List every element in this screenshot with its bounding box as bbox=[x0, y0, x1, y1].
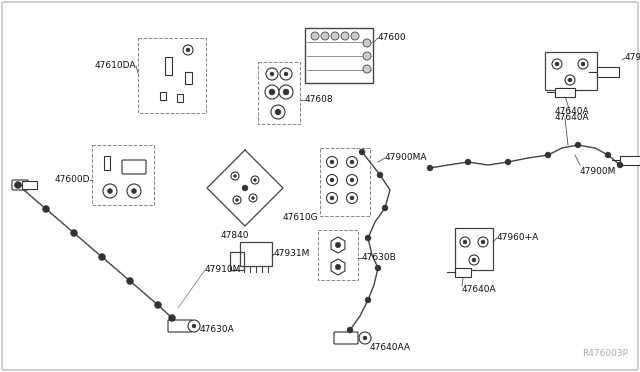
Text: 47630B: 47630B bbox=[362, 253, 397, 263]
Circle shape bbox=[326, 174, 337, 186]
Circle shape bbox=[581, 62, 585, 66]
Circle shape bbox=[330, 160, 334, 164]
Circle shape bbox=[377, 172, 383, 178]
Bar bbox=[455, 268, 471, 277]
Text: 47610G: 47610G bbox=[282, 214, 318, 222]
Circle shape bbox=[363, 39, 371, 47]
Text: 47900MA: 47900MA bbox=[385, 154, 428, 163]
Text: 47640AA: 47640AA bbox=[370, 343, 411, 353]
Circle shape bbox=[311, 32, 319, 40]
Circle shape bbox=[365, 297, 371, 303]
Circle shape bbox=[271, 105, 285, 119]
Bar bbox=[455, 228, 493, 270]
Circle shape bbox=[326, 192, 337, 203]
Bar bbox=[318, 230, 358, 280]
Circle shape bbox=[266, 68, 278, 80]
Text: 47840: 47840 bbox=[221, 231, 249, 241]
FancyBboxPatch shape bbox=[122, 160, 146, 174]
Circle shape bbox=[578, 59, 588, 69]
Circle shape bbox=[233, 196, 241, 204]
Circle shape bbox=[330, 196, 334, 200]
Bar bbox=[185, 72, 192, 84]
Circle shape bbox=[42, 205, 49, 212]
FancyBboxPatch shape bbox=[12, 180, 28, 190]
Circle shape bbox=[350, 160, 354, 164]
Circle shape bbox=[351, 32, 359, 40]
Circle shape bbox=[347, 327, 353, 333]
Circle shape bbox=[70, 230, 77, 237]
Circle shape bbox=[326, 157, 337, 167]
Bar bbox=[104, 156, 110, 170]
Bar bbox=[305, 28, 373, 83]
Bar bbox=[138, 38, 206, 113]
Circle shape bbox=[463, 240, 467, 244]
Circle shape bbox=[127, 184, 141, 198]
Bar bbox=[22, 181, 37, 189]
Circle shape bbox=[279, 85, 293, 99]
Bar bbox=[177, 94, 183, 102]
Circle shape bbox=[186, 48, 190, 52]
Text: 47960+A: 47960+A bbox=[497, 234, 540, 243]
Circle shape bbox=[236, 199, 239, 202]
Bar bbox=[160, 92, 166, 100]
Text: 47931M: 47931M bbox=[274, 250, 310, 259]
Circle shape bbox=[231, 172, 239, 180]
Circle shape bbox=[346, 157, 358, 167]
Circle shape bbox=[280, 68, 292, 80]
Circle shape bbox=[154, 301, 161, 308]
FancyBboxPatch shape bbox=[168, 320, 192, 332]
Circle shape bbox=[545, 152, 551, 158]
Circle shape bbox=[359, 332, 371, 344]
Circle shape bbox=[365, 235, 371, 241]
Circle shape bbox=[252, 196, 255, 199]
Text: 47600D: 47600D bbox=[54, 176, 90, 185]
Text: 47640A: 47640A bbox=[462, 285, 497, 295]
Circle shape bbox=[270, 72, 274, 76]
Circle shape bbox=[335, 264, 341, 270]
Circle shape bbox=[363, 65, 371, 73]
Circle shape bbox=[341, 32, 349, 40]
Bar bbox=[165, 57, 172, 75]
Circle shape bbox=[168, 314, 175, 321]
Bar bbox=[597, 67, 619, 77]
Circle shape bbox=[108, 189, 113, 193]
Circle shape bbox=[192, 324, 196, 328]
Circle shape bbox=[350, 196, 354, 200]
Circle shape bbox=[275, 109, 281, 115]
Circle shape bbox=[127, 278, 134, 285]
Text: 47600: 47600 bbox=[378, 33, 406, 42]
Circle shape bbox=[359, 149, 365, 155]
Circle shape bbox=[188, 320, 200, 332]
Circle shape bbox=[555, 62, 559, 66]
Circle shape bbox=[460, 237, 470, 247]
Circle shape bbox=[346, 192, 358, 203]
Circle shape bbox=[15, 182, 22, 189]
Circle shape bbox=[253, 179, 257, 182]
Text: 47910M: 47910M bbox=[205, 266, 241, 275]
Bar bbox=[92, 145, 154, 205]
Circle shape bbox=[568, 78, 572, 82]
Circle shape bbox=[283, 89, 289, 95]
Circle shape bbox=[331, 32, 339, 40]
Circle shape bbox=[478, 237, 488, 247]
Circle shape bbox=[284, 72, 288, 76]
Bar bbox=[320, 148, 370, 216]
Bar bbox=[545, 52, 597, 90]
Circle shape bbox=[552, 59, 562, 69]
Bar bbox=[620, 156, 640, 165]
Circle shape bbox=[575, 142, 581, 148]
Circle shape bbox=[131, 189, 136, 193]
Polygon shape bbox=[331, 237, 345, 253]
Circle shape bbox=[505, 159, 511, 165]
Circle shape bbox=[265, 85, 279, 99]
Circle shape bbox=[350, 178, 354, 182]
Circle shape bbox=[335, 242, 341, 248]
Text: 47610DA: 47610DA bbox=[95, 61, 136, 71]
Circle shape bbox=[183, 45, 193, 55]
Text: 47640A: 47640A bbox=[555, 108, 589, 116]
Circle shape bbox=[565, 75, 575, 85]
FancyBboxPatch shape bbox=[334, 332, 358, 344]
Circle shape bbox=[346, 174, 358, 186]
Circle shape bbox=[249, 194, 257, 202]
